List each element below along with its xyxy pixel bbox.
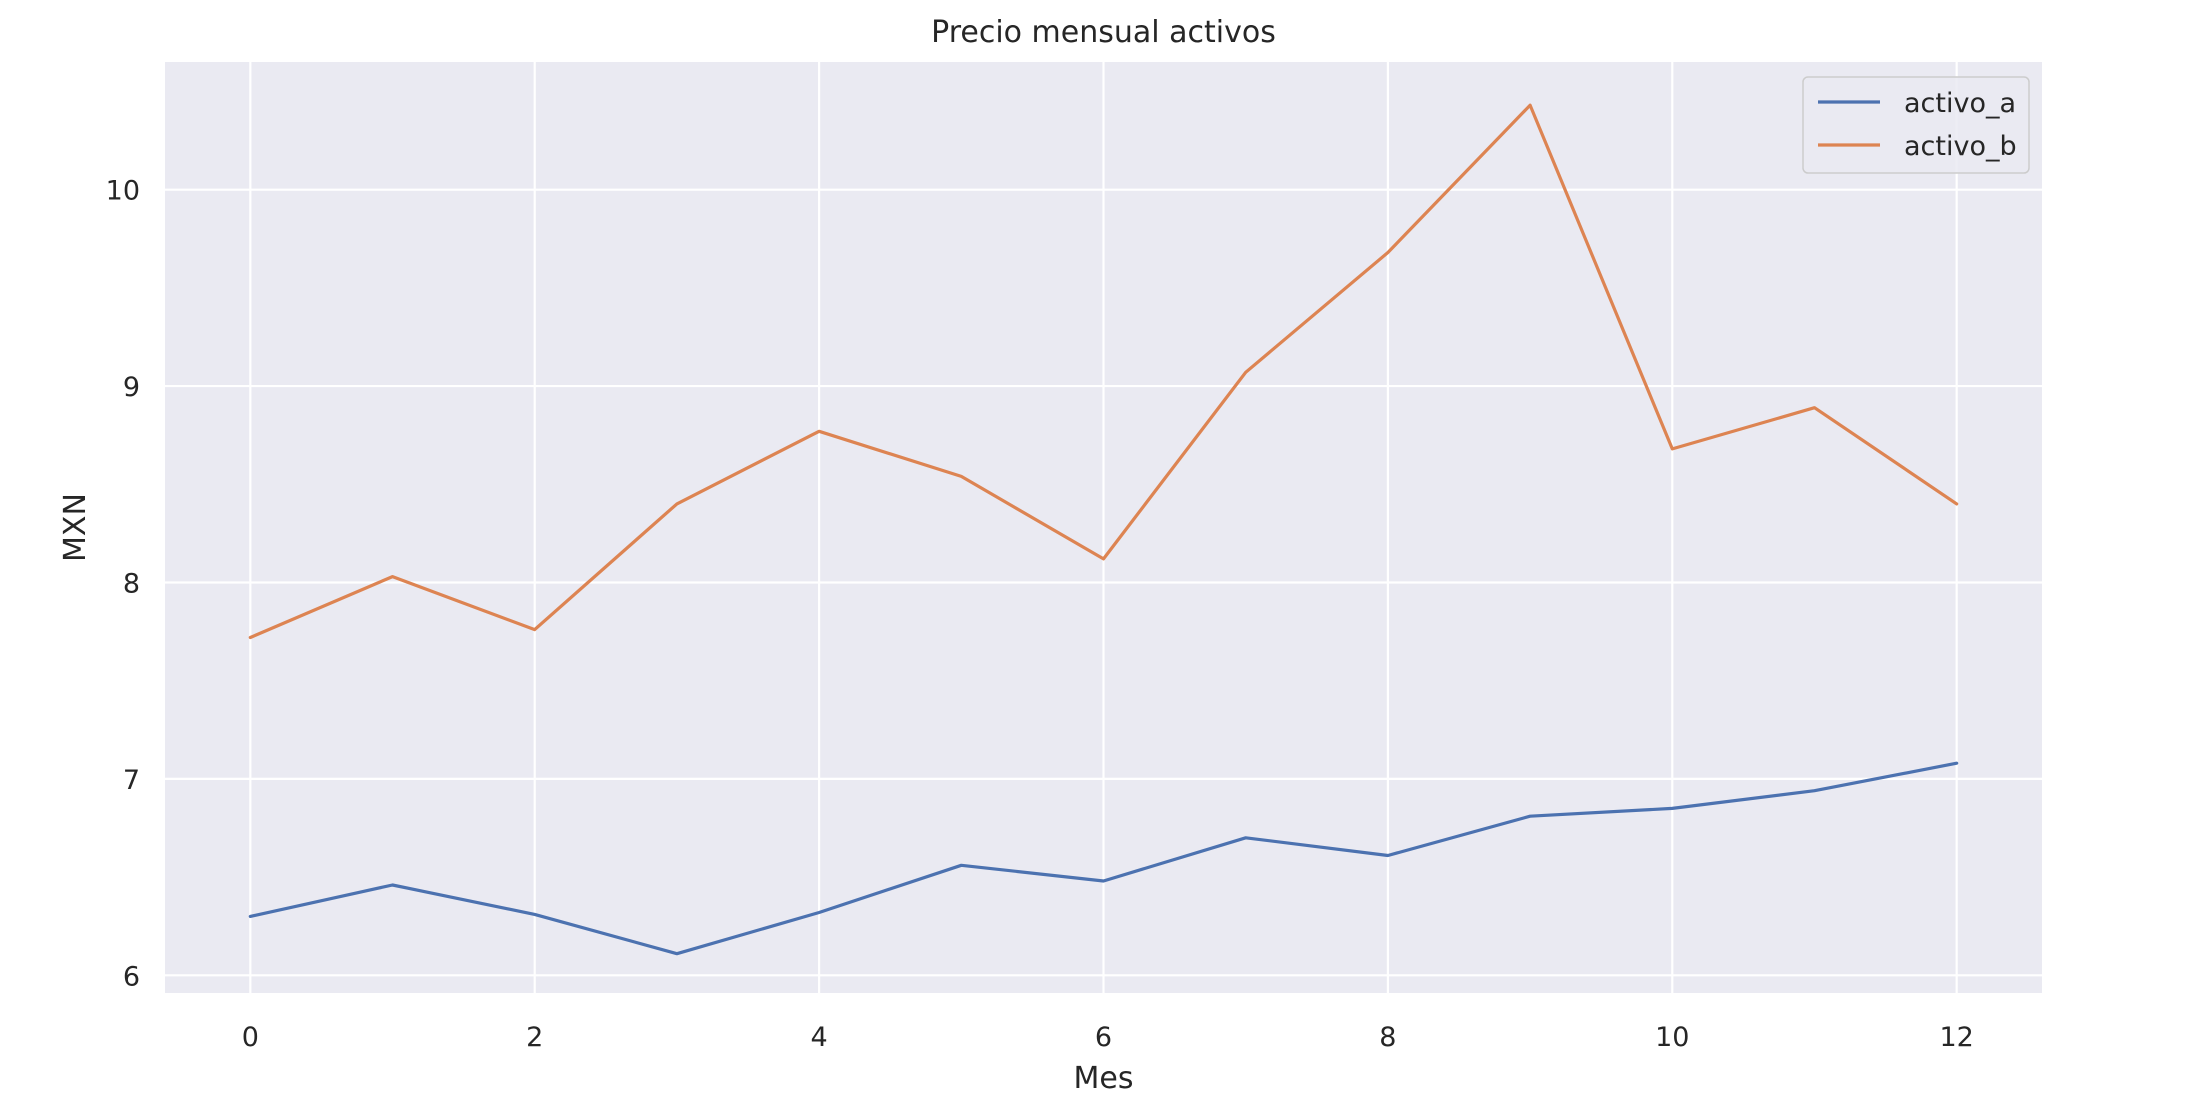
y-tick-label: 6 (123, 961, 140, 992)
y-tick-label: 7 (123, 765, 140, 796)
series-lines (248, 103, 1959, 956)
chart-title: Precio mensual activos (931, 15, 1276, 50)
legend: activo_a activo_b (1802, 76, 2030, 174)
x-tick-label: 8 (1379, 1022, 1396, 1053)
y-tick-label: 8 (123, 568, 140, 599)
y-tick-label: 10 (106, 176, 140, 207)
grid (165, 62, 2042, 993)
y-axis-label: MXN (58, 493, 93, 562)
x-tick-label: 4 (811, 1022, 828, 1053)
x-tick-label: 6 (1095, 1022, 1112, 1053)
y-tick-label: 9 (123, 372, 140, 403)
series-line-activo-a (248, 761, 1959, 956)
legend-label-activo-a: activo_a (1904, 88, 2016, 119)
x-tick-label: 2 (526, 1022, 543, 1053)
x-axis-ticks: 0 2 4 6 8 10 12 (242, 1022, 1974, 1053)
x-tick-label: 10 (1655, 1022, 1689, 1053)
y-axis-ticks: 6 7 8 9 10 (106, 176, 140, 993)
legend-label-activo-b: activo_b (1904, 131, 2017, 162)
series-line-activo-b (248, 103, 1959, 640)
x-tick-label: 0 (242, 1022, 259, 1053)
x-tick-label: 12 (1940, 1022, 1974, 1053)
x-axis-label: Mes (1074, 1061, 1134, 1096)
